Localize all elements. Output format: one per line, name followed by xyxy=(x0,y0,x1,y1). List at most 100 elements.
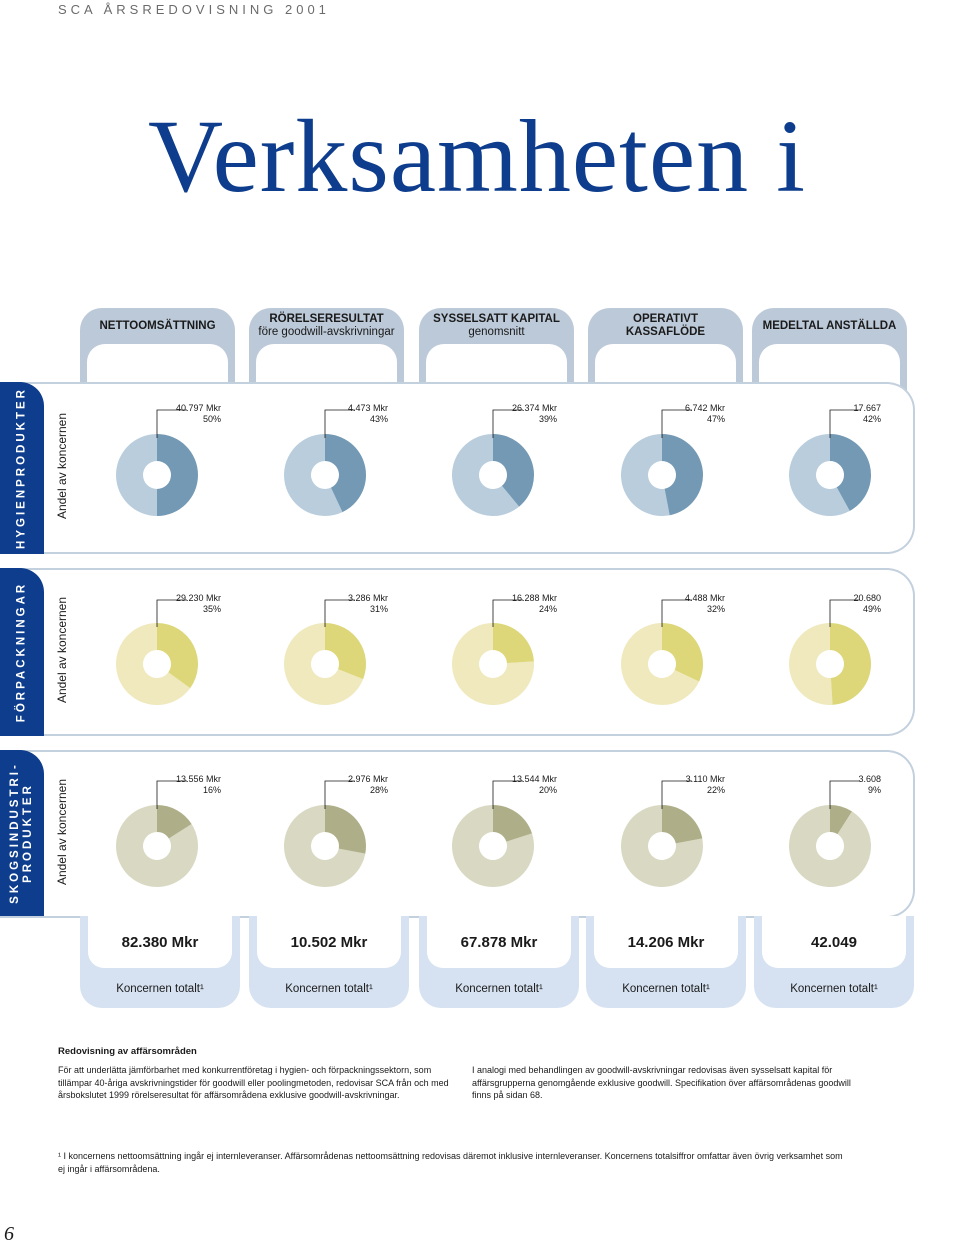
pie-label: 17.667 42% xyxy=(761,403,881,425)
pie-leader-line xyxy=(661,599,692,627)
pie-percent: 42% xyxy=(862,414,881,424)
total-label: Koncernen totalt¹ xyxy=(622,983,710,995)
pie-percent: 39% xyxy=(538,414,557,424)
pie-percent: 35% xyxy=(202,604,221,614)
pie-label: 16.288 Mkr 24% xyxy=(437,593,557,615)
pie-label: 13.544 Mkr 20% xyxy=(437,774,557,796)
row-label-skogsindustriprodukter: SKOGSINDUSTRI- PRODUKTER xyxy=(0,750,44,916)
donut-share-segment xyxy=(830,805,852,835)
total-value: 67.878 Mkr xyxy=(460,934,538,951)
donut-share-segment xyxy=(662,434,704,516)
pie-value: 3.608 xyxy=(858,774,881,784)
pie-label: 3.608 9% xyxy=(761,774,881,796)
pie-label: 20.680 49% xyxy=(761,593,881,615)
donut-share-segment xyxy=(662,623,703,682)
pie-leader-line xyxy=(324,409,355,438)
total-tab xyxy=(419,916,579,1008)
column-title: OPERATIVT xyxy=(633,313,698,325)
pie-value: 17.667 xyxy=(853,403,881,413)
pie-leader-line xyxy=(156,599,187,627)
pie-value: 4.473 Mkr xyxy=(347,403,388,413)
donut-rest-segment xyxy=(115,623,191,705)
total-value: 14.206 Mkr xyxy=(627,934,705,951)
pie-label: 4.488 Mkr 32% xyxy=(605,593,725,615)
donut-share-segment xyxy=(830,623,871,705)
total-tab xyxy=(249,916,409,1008)
pie-leader-line xyxy=(829,409,860,438)
donut-rest-segment xyxy=(283,434,343,516)
donut-share-segment xyxy=(493,623,534,664)
pie-value: 26.374 Mkr xyxy=(511,403,557,413)
column-title: MEDELTAL ANSTÄLLDA xyxy=(762,319,897,332)
donut-share-segment xyxy=(157,805,192,839)
total-tab xyxy=(586,916,746,1008)
pie-label: 29.230 Mkr 35% xyxy=(101,593,221,615)
total-label: Koncernen totalt¹ xyxy=(116,983,204,995)
donut-rest-segment xyxy=(789,434,850,516)
pie-leader-line xyxy=(156,409,187,438)
footnote: ¹ I koncernens nettoomsättning ingår ej … xyxy=(58,1151,843,1174)
row-label-forpackningar: FÖRPACKNINGAR xyxy=(0,568,44,736)
donut-share-segment xyxy=(157,623,198,689)
pie-value: 20.680 xyxy=(853,593,881,603)
pie-percent: 9% xyxy=(867,785,881,795)
running-header: SCA ÅRSREDOVISNING 2001 xyxy=(58,2,330,17)
notes-title: Redovisning av affärsområden xyxy=(58,1046,197,1057)
pie-percent: 28% xyxy=(369,785,388,795)
pie-leader-line xyxy=(324,599,355,627)
donut-rest-segment xyxy=(621,623,700,705)
notes-column-left: För att underlätta jämförbarhet med konk… xyxy=(58,1065,449,1100)
donut-rest-segment xyxy=(283,805,366,888)
donut-rest-segment xyxy=(788,805,871,887)
pie-percent: 20% xyxy=(538,785,557,795)
pie-value: 16.288 Mkr xyxy=(511,593,557,603)
pie-percent: 49% xyxy=(862,604,881,614)
column-subtitle: före goodwill-avskrivningar xyxy=(258,326,395,338)
total-label: Koncernen totalt¹ xyxy=(790,983,878,995)
donut-rest-segment xyxy=(452,805,534,887)
donut-share-segment xyxy=(325,623,366,680)
donut-share-segment xyxy=(662,805,703,844)
pie-value: 3.286 Mkr xyxy=(347,593,388,603)
column-subtitle: genomsnitt xyxy=(468,326,525,338)
pie-label: 4.473 Mkr 43% xyxy=(268,403,388,425)
column-title: SYSSELSATT KAPITAL xyxy=(433,313,560,325)
pie-leader-line xyxy=(829,599,860,627)
pie-leader-line xyxy=(492,599,523,627)
pie-label: 3.286 Mkr 31% xyxy=(268,593,388,615)
pie-leader-line xyxy=(661,780,692,809)
pie-value: 29.230 Mkr xyxy=(175,593,221,603)
donut-rest-segment xyxy=(284,623,364,705)
total-label: Koncernen totalt¹ xyxy=(455,983,543,995)
total-tab xyxy=(80,916,240,1008)
column-subtitle: KASSAFLÖDE xyxy=(625,326,706,338)
donut-share-segment xyxy=(325,433,366,513)
page-number: 6 xyxy=(4,1223,14,1245)
pie-label: 26.374 Mkr 39% xyxy=(437,403,557,425)
donut-rest-segment xyxy=(115,805,198,888)
total-label: Koncernen totalt¹ xyxy=(285,983,373,995)
donut-share-segment xyxy=(493,434,534,507)
pie-percent: 31% xyxy=(369,604,388,614)
row-label-hygienprodukter: HYGIENPRODUKTER xyxy=(0,382,44,554)
pie-percent: 24% xyxy=(538,604,557,614)
total-value: 42.049 xyxy=(811,934,857,951)
donut-rest-segment xyxy=(621,434,670,516)
donut-rest-segment xyxy=(621,805,704,887)
pie-label: 3.110 Mkr 22% xyxy=(605,774,725,796)
column-title: NETTOOMSÄTTNING xyxy=(99,319,216,332)
pie-percent: 22% xyxy=(706,785,725,795)
donut-share-segment xyxy=(325,805,366,854)
pie-value: 4.488 Mkr xyxy=(684,593,725,603)
pie-value: 40.797 Mkr xyxy=(175,403,221,413)
donut-share-segment xyxy=(830,434,872,511)
pie-label: 2.976 Mkr 28% xyxy=(268,774,388,796)
pie-value: 2.976 Mkr xyxy=(347,774,388,784)
pie-value: 6.742 Mkr xyxy=(684,403,725,413)
pie-percent: 47% xyxy=(706,414,725,424)
pie-leader-line xyxy=(829,780,860,809)
pie-value: 3.110 Mkr xyxy=(685,774,725,784)
pie-value: 13.544 Mkr xyxy=(511,774,557,784)
donut-rest-segment xyxy=(115,434,157,516)
